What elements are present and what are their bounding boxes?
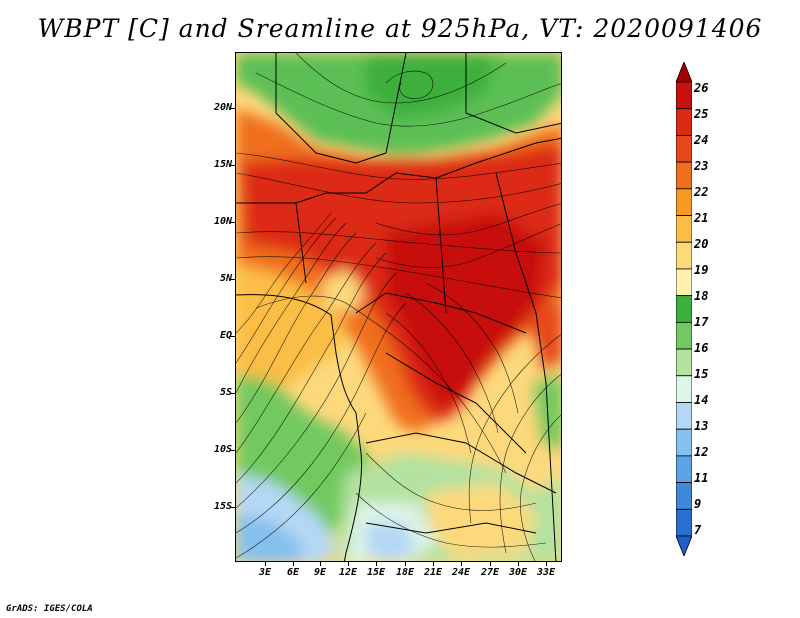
colorbar-label-24: 24 [694,133,709,147]
colorbar-box [676,135,692,163]
lat-tick [230,222,235,223]
lon-tick [433,562,434,566]
lat-label-10s: 10S [213,444,232,455]
lat-label-5s: 5S [219,387,232,398]
colorbar-label-23: 23 [694,159,709,173]
lon-label-24e: 24E [451,567,471,578]
colorbar-box [676,188,692,216]
lon-label-21e: 21E [423,567,443,578]
colorbar-label-16: 16 [694,341,709,355]
colorbar [676,62,692,556]
colorbar-box [676,321,692,350]
temperature-shading [236,53,561,561]
lat-label-10n: 10N [213,216,232,227]
colorbar-label-22: 22 [694,185,709,199]
lon-tick [265,562,266,566]
lon-label-33e: 33E [536,567,556,578]
wbpt-field [236,53,561,561]
colorbar-box [676,482,692,510]
colorbar-box [676,455,692,483]
lon-tick [348,562,349,566]
colorbar-label-14: 14 [694,393,709,407]
colorbar-bottom-arrow [676,535,692,556]
lon-tick [490,562,491,566]
colorbar-box [676,348,692,377]
lat-tick [230,108,235,109]
colorbar-label-21: 21 [694,211,709,225]
lon-label-27e: 27E [480,567,500,578]
lon-label-6e: 6E [286,567,300,578]
colorbar-label-12: 12 [694,445,709,459]
colorbar-box [676,402,692,430]
colorbar-box [676,81,692,110]
streamlines [236,53,561,561]
colorbar-label-11: 11 [694,471,709,485]
lat-tick [230,507,235,508]
colorbar-label-26: 26 [694,81,709,95]
lon-tick [518,562,519,566]
lon-label-18e: 18E [395,567,415,578]
colorbar-box [676,508,692,537]
lon-tick [461,562,462,566]
lon-tick [405,562,406,566]
lon-label-30e: 30E [508,567,528,578]
colorbar-label-17: 17 [694,315,709,329]
colorbar-label-20: 20 [694,237,709,251]
colorbar-box [676,241,692,270]
colorbar-box [676,215,692,243]
colorbar-box [676,428,692,457]
lon-tick [546,562,547,566]
lat-label-eq: EQ [219,330,232,341]
lat-label-20n: 20N [213,102,232,113]
colorbar-label-25: 25 [694,107,709,121]
colorbar-box [676,375,692,403]
lon-tick [320,562,321,566]
lon-label-3e: 3E [258,567,272,578]
lat-tick [230,336,235,337]
grads-credit: GrADS: IGES/COLA [6,604,93,614]
lat-label-15n: 15N [213,159,232,170]
colorbar-label-7: 7 [694,523,702,537]
map-panel [235,52,562,562]
lat-tick [230,393,235,394]
lon-tick [376,562,377,566]
lat-tick [230,165,235,166]
lat-label-15s: 15S [213,501,232,512]
colorbar-box [676,295,692,323]
colorbar-label-13: 13 [694,419,709,433]
colorbar-box [676,161,692,190]
colorbar-top-arrow [676,62,692,83]
colorbar-label-15: 15 [694,367,709,381]
lat-tick [230,450,235,451]
lon-label-12e: 12E [338,567,358,578]
lat-label-5n: 5N [219,273,232,284]
colorbar-box [676,108,692,136]
lon-tick [293,562,294,566]
chart-title: WBPT [C] and Sreamline at 925hPa, VT: 20… [37,14,763,43]
colorbar-label-19: 19 [694,263,709,277]
lon-label-9e: 9E [313,567,327,578]
colorbar-label-9: 9 [694,497,702,511]
lat-tick [230,279,235,280]
colorbar-label-18: 18 [694,289,709,303]
colorbar-box [676,268,692,297]
lon-label-15e: 15E [366,567,386,578]
